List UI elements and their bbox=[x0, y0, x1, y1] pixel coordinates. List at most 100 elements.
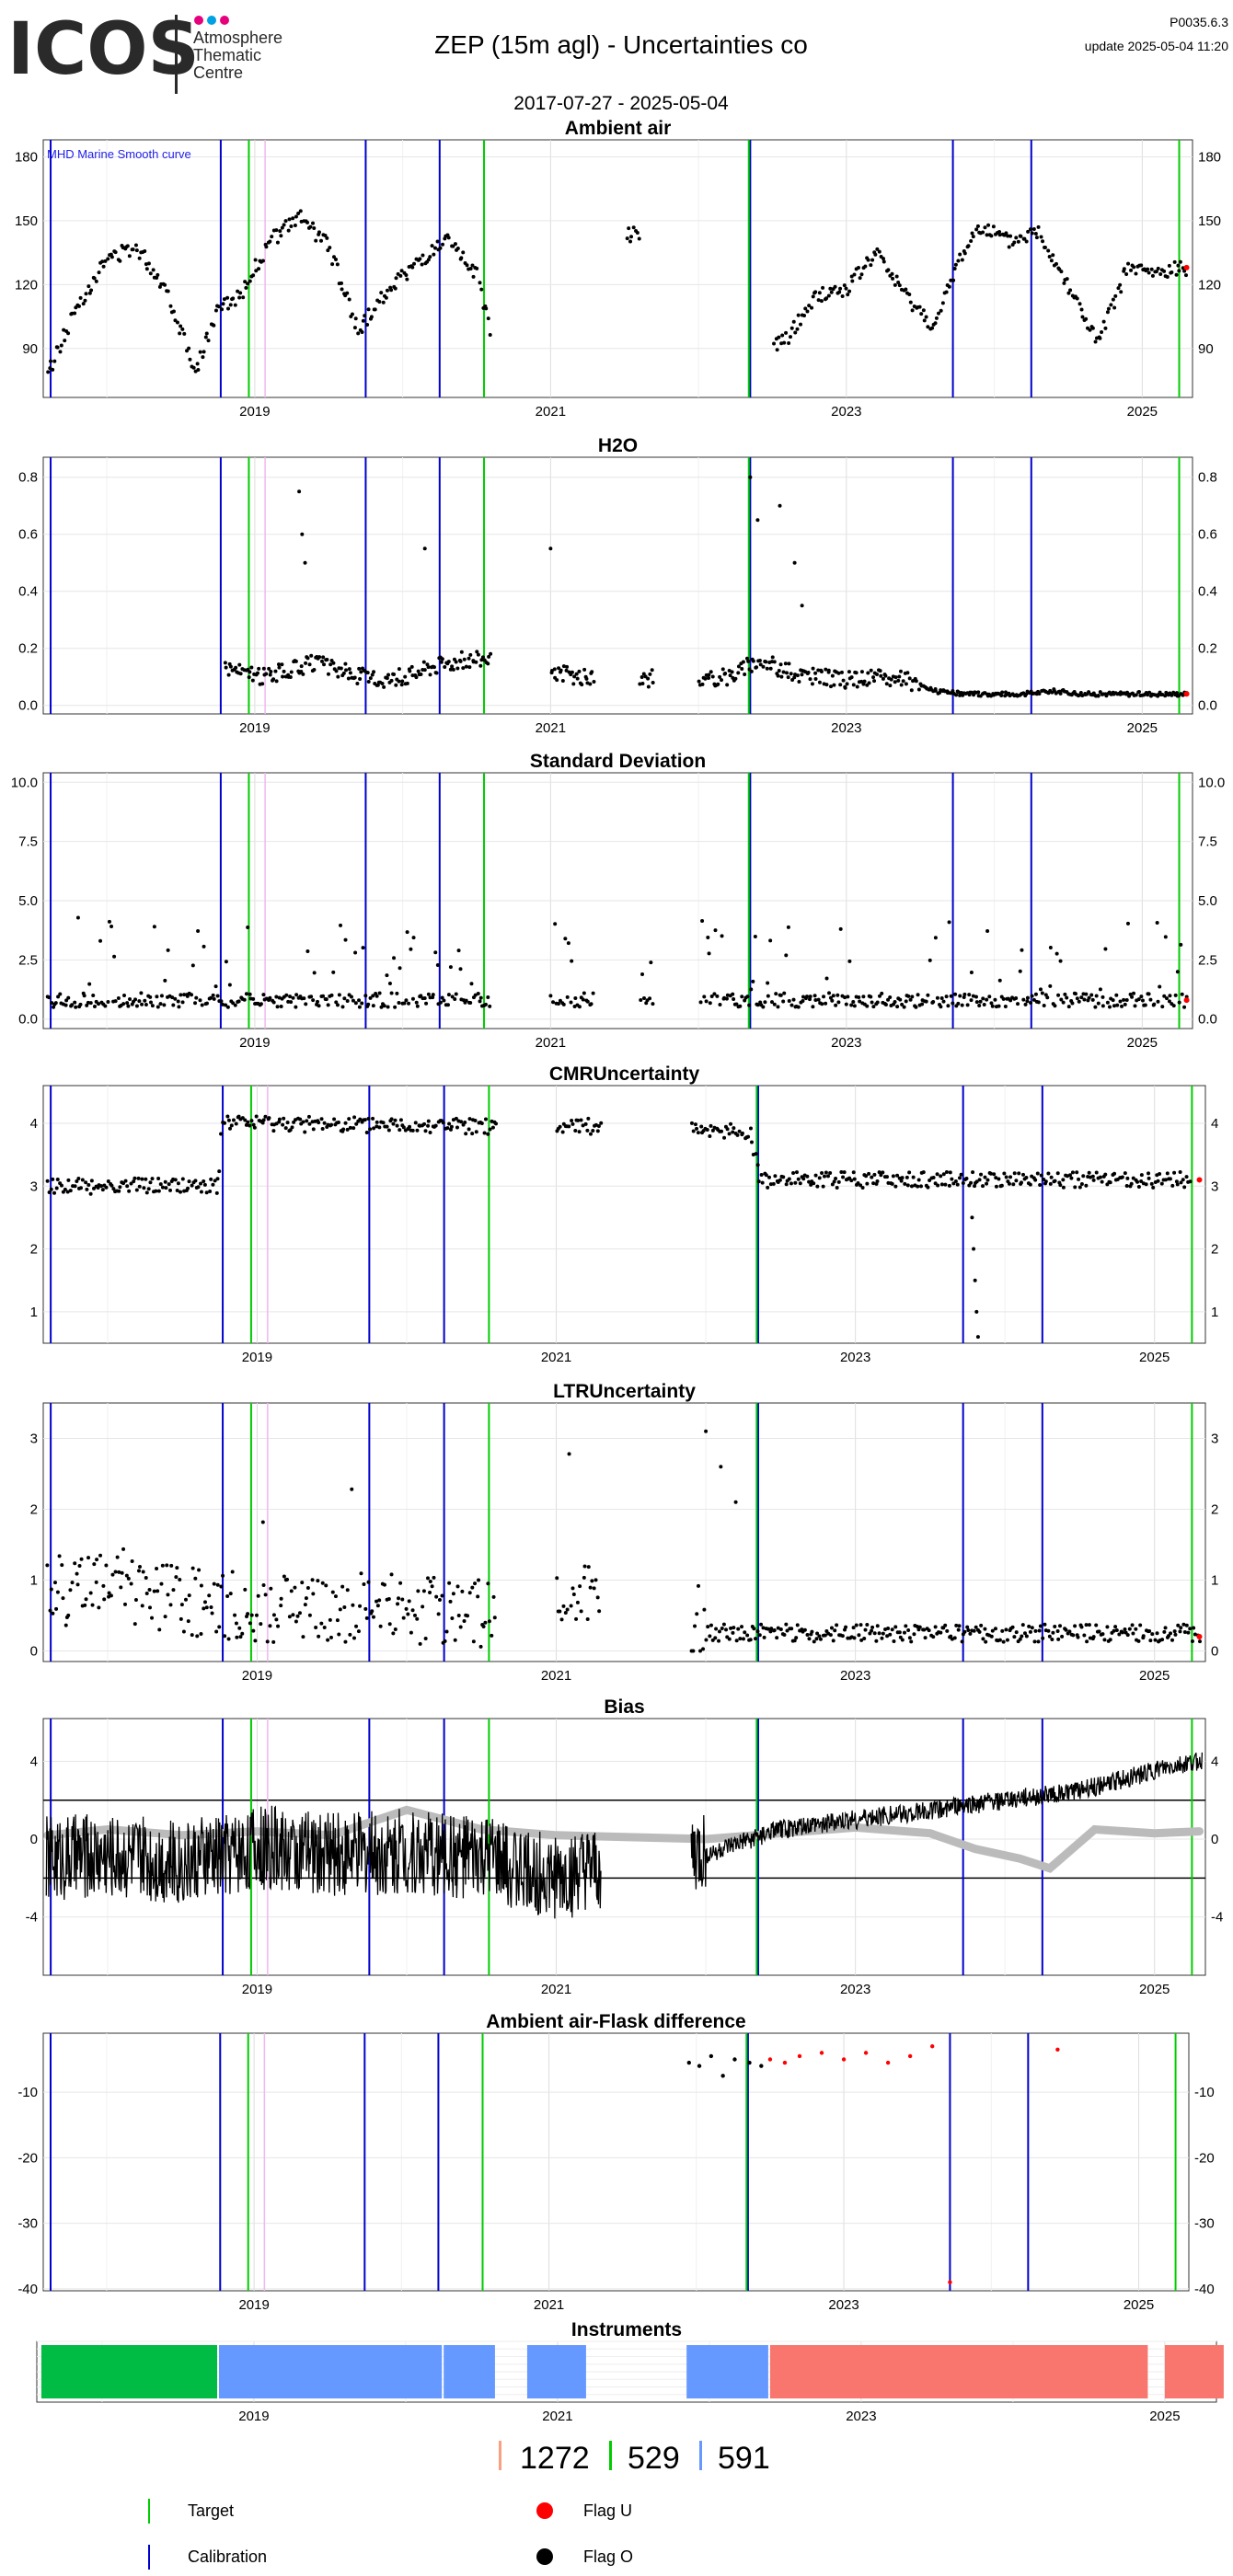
data-point bbox=[426, 1123, 431, 1128]
data-point bbox=[785, 1628, 789, 1633]
data-point bbox=[1056, 993, 1061, 997]
data-point bbox=[757, 1633, 762, 1638]
data-point bbox=[561, 664, 566, 669]
data-point bbox=[316, 999, 320, 1004]
data-point bbox=[155, 276, 159, 281]
data-point bbox=[228, 1592, 233, 1596]
data-point bbox=[223, 1121, 227, 1125]
data-point bbox=[807, 1179, 812, 1184]
data-point bbox=[409, 947, 413, 951]
data-point bbox=[345, 998, 350, 1003]
panel-frame bbox=[42, 2032, 1190, 2292]
data-point bbox=[1066, 1005, 1071, 1009]
data-point bbox=[371, 1615, 375, 1619]
data-point bbox=[912, 1632, 916, 1637]
data-point bbox=[363, 314, 367, 318]
data-point bbox=[827, 991, 832, 995]
data-point bbox=[766, 1627, 770, 1631]
data-point bbox=[283, 219, 288, 224]
data-point bbox=[146, 1187, 151, 1191]
data-point bbox=[1146, 267, 1150, 271]
data-point bbox=[59, 1183, 63, 1188]
data-point bbox=[1058, 691, 1063, 696]
data-point bbox=[350, 1487, 354, 1491]
data-point bbox=[354, 1624, 359, 1628]
data-point bbox=[381, 1121, 386, 1125]
data-point bbox=[1090, 1174, 1095, 1179]
data-point bbox=[870, 1625, 875, 1629]
data-point bbox=[121, 1002, 126, 1006]
data-point bbox=[1173, 993, 1178, 997]
data-point bbox=[109, 925, 114, 929]
data-point bbox=[379, 291, 384, 295]
data-point bbox=[597, 1609, 602, 1614]
data-point bbox=[1024, 239, 1029, 244]
data-point bbox=[303, 1130, 307, 1134]
flag-u-point bbox=[1183, 691, 1190, 697]
data-point bbox=[275, 240, 280, 245]
data-point bbox=[935, 995, 939, 1000]
data-point bbox=[1058, 1183, 1063, 1188]
data-point bbox=[713, 1636, 718, 1640]
data-point bbox=[368, 676, 373, 681]
data-point bbox=[756, 1179, 761, 1184]
data-point bbox=[370, 1609, 375, 1614]
data-point bbox=[746, 659, 751, 663]
data-point bbox=[817, 291, 822, 295]
y-tick-label-right: 2.5 bbox=[1198, 952, 1217, 968]
data-point bbox=[555, 678, 559, 683]
y-tick-label-left: 0.0 bbox=[18, 1012, 38, 1028]
data-point bbox=[580, 683, 584, 687]
data-point bbox=[919, 312, 924, 316]
data-point bbox=[343, 1121, 348, 1125]
data-point bbox=[144, 1190, 149, 1195]
data-point bbox=[405, 681, 409, 685]
data-point bbox=[370, 673, 375, 677]
data-point bbox=[87, 291, 92, 295]
data-point bbox=[821, 1184, 825, 1189]
data-point bbox=[902, 1005, 906, 1009]
data-point bbox=[432, 252, 436, 257]
data-point bbox=[1147, 1629, 1152, 1634]
data-point bbox=[289, 224, 294, 228]
data-point bbox=[299, 664, 304, 669]
data-point bbox=[857, 1633, 861, 1638]
data-point bbox=[776, 1005, 780, 1009]
data-point bbox=[193, 1001, 198, 1006]
data-point bbox=[1028, 1629, 1032, 1634]
data-point bbox=[228, 1126, 233, 1131]
data-point bbox=[985, 929, 990, 934]
y-tick-label-right: 3 bbox=[1211, 1431, 1218, 1446]
data-point bbox=[791, 319, 796, 324]
data-point bbox=[49, 359, 53, 363]
data-point bbox=[129, 1181, 133, 1186]
data-point bbox=[712, 992, 717, 996]
data-point bbox=[459, 1120, 464, 1124]
data-point bbox=[160, 1563, 165, 1568]
data-point bbox=[88, 1001, 93, 1006]
data-point bbox=[581, 1123, 585, 1128]
data-point bbox=[122, 1602, 127, 1606]
y-tick-label-right: -40 bbox=[1194, 2282, 1215, 2297]
data-point bbox=[393, 1005, 398, 1009]
data-point bbox=[339, 281, 343, 285]
data-point bbox=[819, 299, 824, 304]
data-point bbox=[304, 1596, 308, 1601]
data-point bbox=[839, 1169, 844, 1174]
data-point bbox=[983, 1627, 987, 1631]
data-point bbox=[397, 679, 401, 684]
data-point bbox=[115, 1555, 120, 1559]
data-point bbox=[593, 1578, 598, 1582]
data-point bbox=[73, 1000, 77, 1005]
x-tick-label: 2023 bbox=[840, 1350, 870, 1365]
data-point bbox=[461, 250, 466, 255]
data-point bbox=[772, 341, 777, 346]
data-point bbox=[371, 1116, 375, 1121]
data-point bbox=[233, 1613, 237, 1617]
data-point bbox=[760, 1180, 765, 1185]
data-point bbox=[916, 687, 921, 692]
data-point bbox=[877, 1170, 882, 1175]
data-point bbox=[559, 668, 563, 673]
data-point bbox=[730, 670, 734, 674]
data-point bbox=[640, 972, 645, 976]
